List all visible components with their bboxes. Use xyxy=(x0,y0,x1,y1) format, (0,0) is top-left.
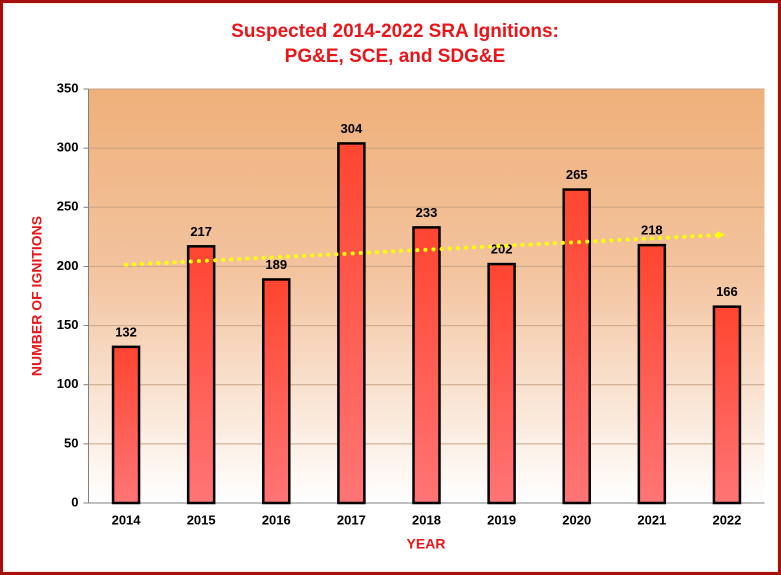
bar xyxy=(712,305,742,505)
y-tick-label: 200 xyxy=(57,258,79,273)
x-tick-label: 2017 xyxy=(337,512,366,527)
trendline xyxy=(124,231,725,267)
y-tick-label: 100 xyxy=(57,376,79,391)
x-tick-label: 2020 xyxy=(562,512,591,527)
bar xyxy=(637,243,667,505)
data-label: 233 xyxy=(416,205,438,220)
data-label: 217 xyxy=(190,224,212,239)
data-label: 189 xyxy=(265,257,287,272)
y-tick-label: 150 xyxy=(57,317,79,332)
bar xyxy=(111,345,141,505)
x-tick-label: 2022 xyxy=(712,512,741,527)
x-tick-label: 2019 xyxy=(487,512,516,527)
x-axis-title: YEAR xyxy=(407,536,446,552)
data-label: 132 xyxy=(115,324,137,339)
bar xyxy=(186,245,216,505)
bar xyxy=(487,262,516,505)
y-tick-label: 300 xyxy=(57,140,79,155)
bar xyxy=(337,142,366,505)
chart-title: Suspected 2014-2022 SRA Ignitions: xyxy=(231,21,559,42)
y-axis-title: NUMBER OF IGNITIONS xyxy=(29,216,45,376)
x-tick-label: 2015 xyxy=(187,512,216,527)
chart-title: PG&E, SCE, and SDG&E xyxy=(285,46,506,67)
data-label: 166 xyxy=(716,284,738,299)
y-tick-label: 0 xyxy=(71,494,78,509)
bar xyxy=(562,188,591,505)
x-tick-label: 2016 xyxy=(262,512,291,527)
bar xyxy=(262,278,291,505)
x-tick-label: 2021 xyxy=(637,512,666,527)
data-label: 265 xyxy=(566,167,588,182)
y-tick-label: 250 xyxy=(57,199,79,214)
data-label: 202 xyxy=(491,242,513,257)
x-tick-label: 2014 xyxy=(112,512,142,527)
x-tick-label: 2018 xyxy=(412,512,441,527)
data-label: 304 xyxy=(341,121,363,136)
data-label: 218 xyxy=(641,223,663,238)
y-tick-label: 50 xyxy=(64,435,78,450)
y-tick-label: 350 xyxy=(57,80,79,95)
bar xyxy=(412,226,441,505)
